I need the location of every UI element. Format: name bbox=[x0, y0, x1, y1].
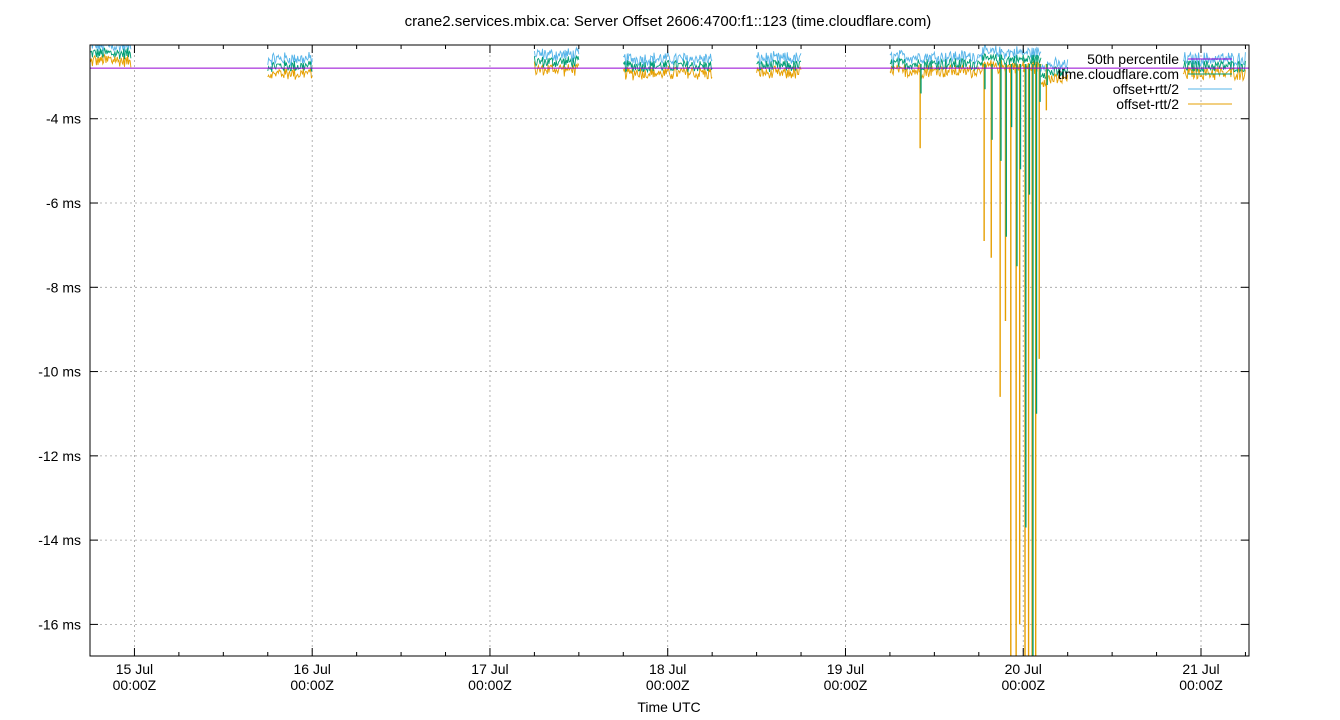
x-tick-date: 20 Jul bbox=[1005, 661, 1042, 677]
x-tick-time: 00:00Z bbox=[1179, 677, 1223, 693]
x-tick-time: 00:00Z bbox=[646, 677, 690, 693]
x-tick-date: 19 Jul bbox=[827, 661, 864, 677]
series-line-offset bbox=[889, 56, 980, 72]
series-line-offset-plus bbox=[978, 45, 1042, 61]
y-tick-label: -12 ms bbox=[38, 448, 81, 464]
series-line-offset-minus bbox=[1040, 73, 1069, 87]
series-line-offset-plus bbox=[90, 45, 132, 53]
series-line-offset-plus bbox=[756, 51, 802, 66]
x-tick-time: 00:00Z bbox=[290, 677, 334, 693]
series-line-offset-minus bbox=[622, 66, 713, 81]
grid bbox=[90, 45, 1249, 656]
y-tick-label: -6 ms bbox=[46, 195, 81, 211]
y-tick-label: -14 ms bbox=[38, 532, 81, 548]
y-tick-label: -16 ms bbox=[38, 616, 81, 632]
series-line-offset-plus bbox=[267, 51, 313, 66]
y-tick-label: -8 ms bbox=[46, 279, 81, 295]
x-tick-date: 21 Jul bbox=[1182, 661, 1219, 677]
y-tick-label: -4 ms bbox=[46, 111, 81, 127]
y-axis: -4 ms -6 ms -8 ms -10 ms -12 ms -14 ms -16 ms bbox=[38, 111, 1249, 632]
series-line-offset bbox=[756, 59, 802, 72]
x-axis-label: Time UTC bbox=[637, 699, 700, 715]
x-tick-time: 00:00Z bbox=[113, 677, 157, 693]
plot-frame bbox=[89, 44, 1250, 657]
series-line-offset-minus bbox=[1182, 66, 1246, 83]
x-tick-time: 00:00Z bbox=[824, 677, 868, 693]
x-tick-time: 00:00Z bbox=[1001, 677, 1045, 693]
legend-label: offset+rtt/2 bbox=[1113, 81, 1179, 97]
series-line-offset-plus bbox=[1182, 51, 1246, 67]
x-tick-time: 00:00Z bbox=[468, 677, 512, 693]
legend-label: offset-rtt/2 bbox=[1116, 96, 1179, 112]
series-line-offset bbox=[978, 53, 1042, 67]
series-line-offset bbox=[90, 47, 132, 60]
series-line-offset bbox=[533, 54, 580, 68]
series-line-offset-plus bbox=[533, 46, 580, 62]
series-layer bbox=[90, 45, 1249, 656]
series-line-offset-plus bbox=[889, 49, 979, 65]
x-tick-date: 17 Jul bbox=[471, 661, 508, 677]
x-tick-date: 16 Jul bbox=[294, 661, 331, 677]
series-line-offset bbox=[1040, 66, 1069, 80]
series-line-offset-minus bbox=[267, 67, 313, 80]
series-line-offset-minus bbox=[533, 61, 580, 77]
legend-label: 50th percentile bbox=[1087, 51, 1179, 67]
x-tick-date: 18 Jul bbox=[649, 661, 686, 677]
x-tick-date: 15 Jul bbox=[116, 661, 153, 677]
series-line-offset-plus bbox=[1040, 56, 1069, 74]
chart-title: crane2.services.mbix.ca: Server Offset 2… bbox=[405, 13, 932, 30]
legend-label: time.cloudflare.com bbox=[1058, 66, 1179, 82]
legend: 50th percentiletime.cloudflare.comoffset… bbox=[1058, 51, 1232, 112]
series-line-offset-minus bbox=[90, 53, 132, 68]
y-tick-label: -10 ms bbox=[38, 364, 81, 380]
series-line-offset bbox=[622, 58, 713, 74]
